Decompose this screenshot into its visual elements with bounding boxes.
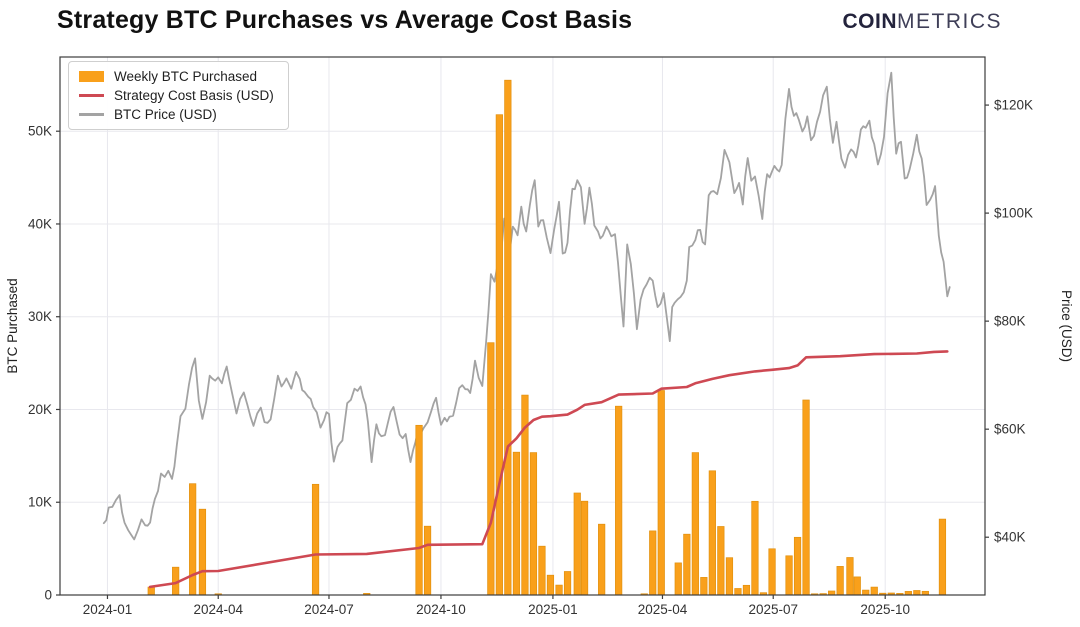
purchase-bar [563,571,572,596]
purchase-bar [649,530,657,596]
legend-item-label: Strategy Cost Basis (USD) [114,88,274,103]
line-swatch-icon [79,94,104,97]
x-tick-label: 2024-10 [416,602,466,617]
left-tick-label: 40K [28,216,52,231]
weekly-purchase-bars [147,79,947,596]
legend: Weekly BTC Purchased Strategy Cost Basis … [68,61,289,130]
purchase-bar [836,566,844,596]
purchase-bar [870,586,878,596]
purchase-bar [147,586,155,596]
bar-swatch-icon [79,71,104,82]
purchase-bar [555,584,563,596]
purchase-bar [529,452,538,596]
purchase-bar [768,548,776,596]
purchase-bar [846,557,854,596]
purchase-bar [938,518,947,596]
purchase-bar [580,500,589,596]
purchase-bar [742,584,751,596]
purchase-bar [691,452,699,596]
logo-metrics-text: METRICS [897,10,1002,33]
right-axis-title: Price (USD) [1059,290,1074,362]
legend-item-label: Weekly BTC Purchased [114,69,258,84]
purchase-bar [538,545,546,596]
purchase-bar [708,470,716,596]
purchase-bar [657,390,665,596]
purchase-bar [546,574,555,596]
legend-item: Strategy Cost Basis (USD) [79,88,274,103]
purchase-bar [198,508,207,596]
legend-item: Weekly BTC Purchased [79,69,274,84]
purchase-bar [615,405,623,596]
left-tick-label: 10K [28,495,52,510]
purchase-bar [504,79,512,596]
purchase-bar [573,492,581,596]
x-tick-label: 2024-07 [304,602,354,617]
purchase-bar [311,483,320,596]
x-tick-label: 2025-07 [748,602,798,617]
purchase-bar [512,451,521,596]
x-tick-label: 2025-01 [528,602,578,617]
right-tick-label: $100K [994,206,1033,221]
cost-basis-line [148,350,949,589]
x-tick-label: 2025-10 [860,602,910,617]
coinmetrics-logo: COINMETRICS [843,10,1003,34]
line-swatch-icon [79,113,104,116]
purchase-bar [853,576,861,596]
logo-coin-text: COIN [842,10,897,33]
purchase-bar [598,523,606,596]
axis-ticks-and-labels: 2024-01 2024-04 2024-07 2024-10 2025-01 2025-… [28,98,1033,617]
left-tick-label: 0 [44,588,52,603]
purchase-bar [683,533,691,596]
chart-header: Strategy BTC Purchases vs Average Cost B… [0,0,1080,48]
purchase-bar [913,590,921,596]
left-tick-label: 30K [28,309,52,324]
purchase-bar [700,577,708,596]
purchase-bar [487,342,495,596]
purchase-bar [189,483,197,596]
right-tick-label: $40K [994,530,1026,545]
x-tick-label: 2025-04 [638,602,688,617]
purchase-bar [751,500,759,596]
purchase-bar [717,526,725,596]
left-tick-label: 50K [28,124,52,139]
purchase-bar [495,114,503,596]
purchase-bar [725,557,734,596]
purchase-bar [674,562,682,596]
legend-item-label: BTC Price (USD) [114,107,217,122]
left-axis-title: BTC Purchased [5,278,20,373]
purchase-bar [793,536,802,596]
legend-item: BTC Price (USD) [79,107,274,122]
btc-price-line [102,71,951,541]
plot-border [59,56,986,596]
left-tick-label: 20K [28,402,52,417]
x-tick-label: 2024-04 [193,602,243,617]
purchase-bar [423,525,432,596]
right-tick-label: $80K [994,314,1026,329]
x-tick-label: 2024-01 [83,602,133,617]
purchase-bar [862,589,870,596]
purchase-bar [415,424,423,596]
right-tick-label: $60K [994,422,1026,437]
page-title: Strategy BTC Purchases vs Average Cost B… [57,6,633,34]
purchase-bar [734,588,742,596]
purchase-bar [785,555,793,596]
purchase-bar [802,399,810,596]
right-tick-label: $120K [994,98,1033,113]
